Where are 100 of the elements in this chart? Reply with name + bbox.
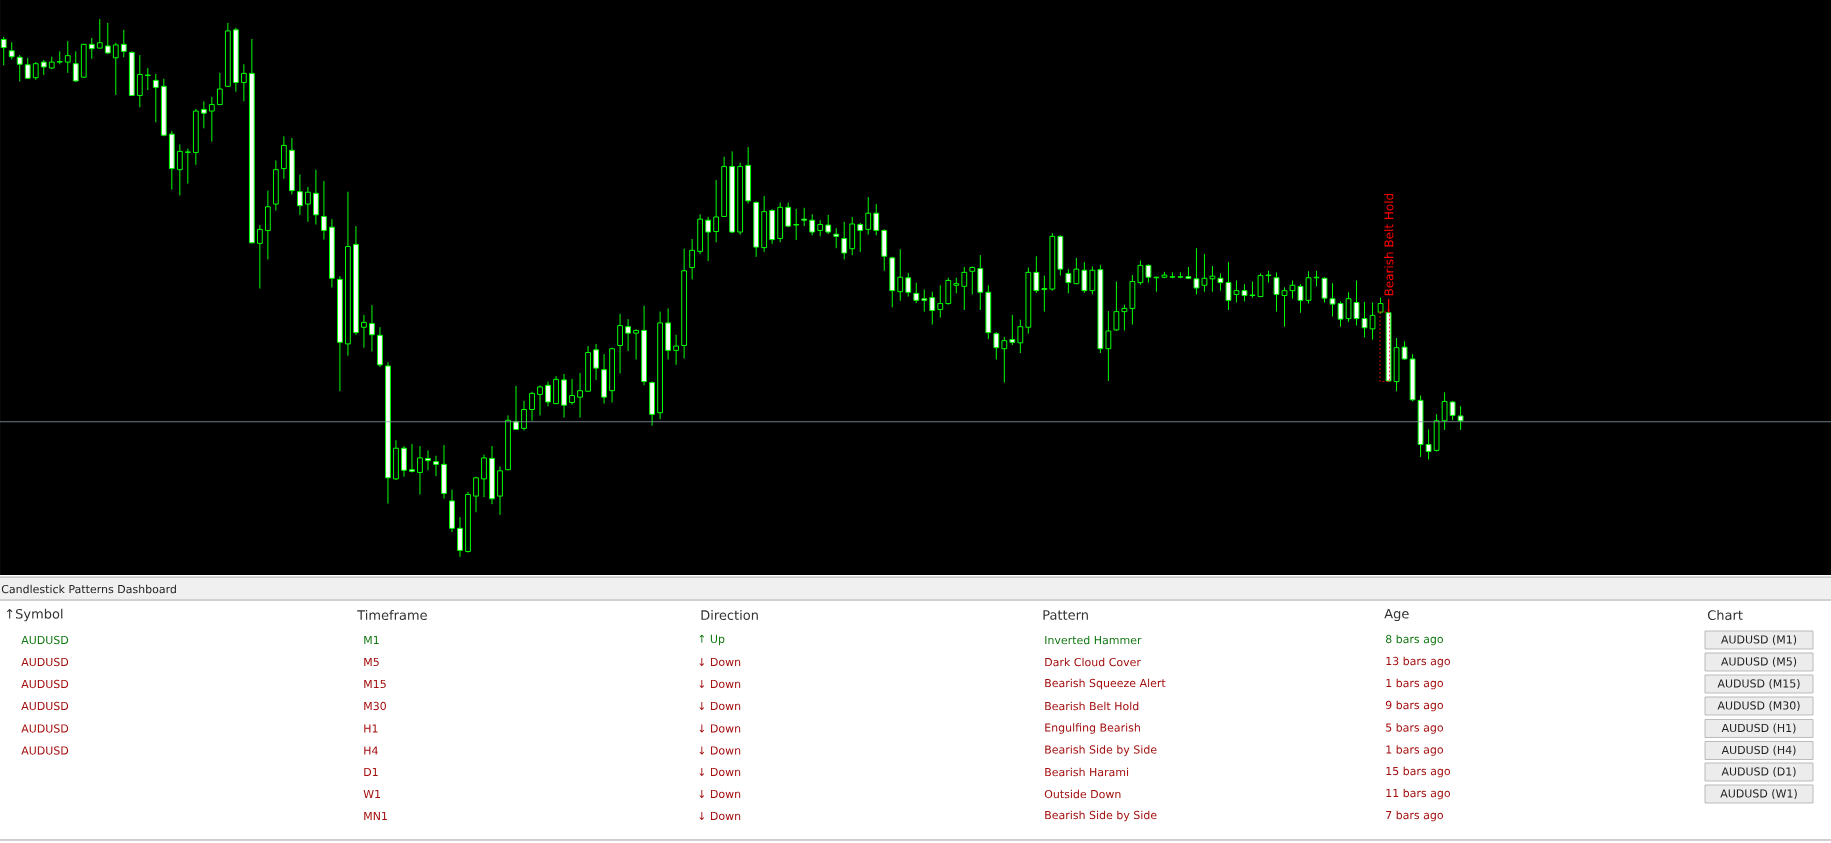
candlestick — [136, 54, 143, 108]
candlestick — [873, 203, 880, 236]
candlestick — [1425, 428, 1432, 461]
candlestick — [401, 445, 407, 478]
text: 1 bars ago — [1386, 678, 1444, 690]
text: Inverted Hammer — [1045, 635, 1142, 645]
text: ↓ Down — [699, 679, 741, 689]
category-label: Pattern — [1043, 610, 1088, 620]
text: Bearish Harami — [1045, 767, 1129, 777]
text: M5 — [364, 657, 379, 667]
candlestick — [1041, 275, 1048, 313]
candlestick — [433, 455, 439, 477]
candlestick — [369, 304, 375, 352]
candlestick — [96, 18, 103, 49]
candlestick — [152, 73, 159, 123]
candlestick — [120, 29, 127, 58]
text: Bearish Side by Side — [1045, 745, 1157, 756]
text: M15 — [364, 679, 386, 689]
text: M30 — [364, 701, 386, 711]
candlestick — [801, 207, 808, 227]
text: Outside Down — [1044, 789, 1121, 799]
text: Bearish Side by Side — [1045, 810, 1157, 822]
candlestick — [529, 391, 535, 422]
candlestick — [841, 221, 848, 260]
candlestick — [1089, 265, 1096, 295]
candlestick — [313, 169, 319, 226]
text: MN1 — [364, 811, 387, 820]
candlestick — [1193, 247, 1200, 295]
candlestick — [1065, 268, 1072, 294]
candlestick — [1105, 310, 1112, 382]
candlestick — [296, 174, 303, 216]
candlestick — [481, 454, 487, 498]
text: AUDUSD (M1) — [1721, 635, 1797, 645]
candlestick — [1001, 336, 1008, 384]
candlestick — [72, 50, 79, 83]
category-label: ↑Symbol — [6, 608, 63, 622]
candlestick — [545, 381, 551, 407]
candlestick — [785, 201, 792, 228]
candlestick — [264, 190, 271, 260]
candlestick — [977, 254, 984, 311]
candlestick — [537, 384, 543, 416]
candlestick — [240, 63, 247, 102]
candlestick — [457, 516, 463, 558]
text: H4 — [364, 746, 378, 755]
text: Candlestick Patterns Dashboard — [1, 584, 176, 594]
candlestick — [793, 208, 800, 241]
category-label: Age — [1384, 608, 1409, 622]
candlestick — [809, 213, 816, 236]
text: AUDUSD — [21, 635, 69, 645]
candlestick — [577, 372, 583, 419]
text: D1 — [364, 767, 378, 776]
candlestick — [937, 284, 944, 319]
candlestick — [361, 314, 367, 349]
candlestick — [417, 445, 423, 495]
candlestick — [64, 40, 71, 74]
candlestick — [857, 222, 864, 253]
candlestick — [865, 196, 872, 236]
candlestick — [625, 318, 631, 352]
text: 7 bars ago — [1386, 810, 1444, 822]
candlestick — [24, 57, 31, 80]
candlestick — [0, 36, 7, 66]
candlestick — [1033, 255, 1040, 294]
candlestick — [673, 334, 680, 366]
text: AUDUSD — [21, 724, 69, 733]
text: AUDUSD (D1) — [1721, 767, 1796, 777]
text: AUDUSD — [21, 746, 69, 755]
candlestick — [521, 400, 527, 431]
candlestick — [969, 265, 976, 295]
candlestick — [593, 343, 599, 381]
text: ↓ Down — [699, 724, 741, 733]
candlestick — [1113, 281, 1120, 332]
text: W1 — [363, 789, 381, 798]
candlestick — [425, 449, 431, 471]
candlestick — [897, 248, 904, 302]
candlestick — [280, 135, 287, 180]
candlestick — [1145, 263, 1152, 284]
text: M1 — [364, 635, 379, 644]
text: ↓ Down — [699, 746, 741, 755]
text: Bearish Squeeze Alert — [1045, 678, 1166, 690]
text: 15 bars ago — [1386, 766, 1451, 778]
candlestick — [1441, 391, 1448, 431]
candlestick — [929, 291, 936, 326]
category-label: Direction — [701, 609, 758, 621]
candlestick — [705, 216, 712, 262]
text: AUDUSD (M30) — [1717, 701, 1800, 711]
candlestick — [88, 37, 95, 60]
text: 13 bars ago — [1386, 656, 1451, 668]
candlestick — [176, 143, 183, 196]
candlestick — [1017, 319, 1024, 354]
text: AUDUSD — [21, 701, 69, 711]
text: AUDUSD (M5) — [1721, 657, 1797, 667]
text: 5 bars ago — [1386, 723, 1444, 734]
text: 8 bars ago — [1385, 634, 1444, 646]
candlestick — [184, 148, 191, 185]
candlestick — [144, 67, 151, 91]
text: Engulfing Bearish — [1045, 723, 1140, 734]
candlestick — [104, 22, 111, 55]
text: ↓ Down — [699, 789, 741, 799]
annotation: Bearish Belt Hold — [1384, 193, 1394, 296]
candlestick — [569, 378, 575, 406]
